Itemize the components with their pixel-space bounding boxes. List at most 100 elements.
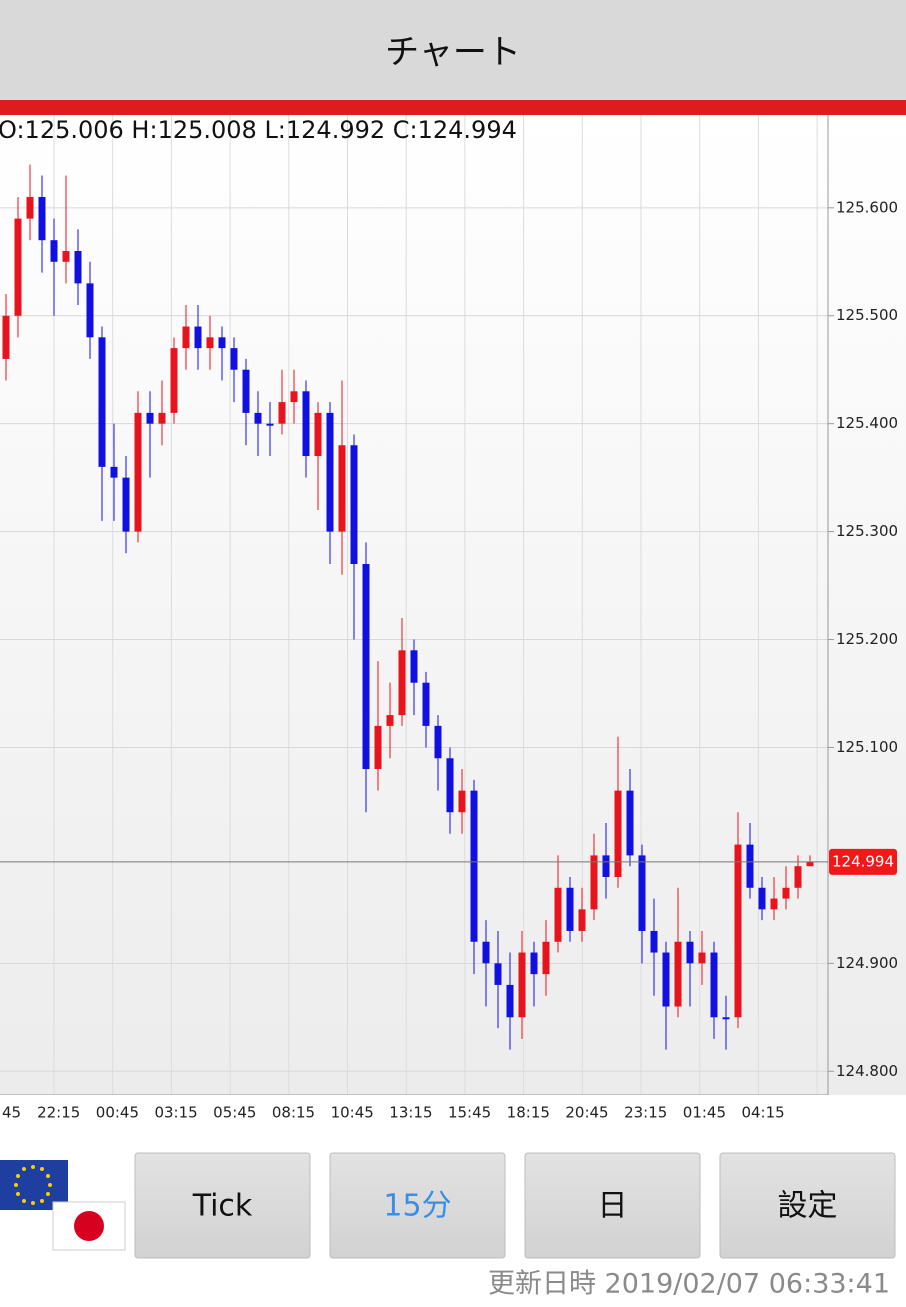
- grid: [0, 115, 828, 1095]
- chart-background: [0, 115, 906, 1095]
- candle-body: [14, 218, 22, 316]
- candle-body: [518, 952, 526, 1018]
- x-tick-label: 23:15: [624, 1104, 667, 1122]
- candle-body: [794, 866, 802, 888]
- candle-body: [326, 412, 334, 532]
- button[interactable]: [134, 1152, 311, 1259]
- jp-flag: [52, 1201, 126, 1251]
- candle-body: [806, 861, 814, 867]
- candle-body: [506, 984, 514, 1018]
- candle-body: [734, 844, 742, 1018]
- candle-body: [314, 412, 322, 457]
- candle-body: [74, 250, 82, 284]
- x-tick-label: 22:15: [37, 1104, 80, 1122]
- candle-body: [266, 423, 274, 426]
- candle-body: [698, 952, 706, 964]
- candle-body: [350, 445, 358, 564]
- y-tick-label: 125.500: [836, 306, 898, 324]
- candle-body: [422, 682, 430, 726]
- candle-body: [710, 952, 718, 1018]
- y-tick-label: 125.100: [836, 738, 898, 756]
- candle-body: [410, 650, 418, 683]
- candle-body: [386, 715, 394, 726]
- candle-body: [566, 887, 574, 931]
- y-tick-label: 125.600: [836, 198, 898, 216]
- header-bar: [0, 0, 906, 100]
- candle-body: [158, 412, 166, 424]
- y-tick-label: 125.300: [836, 522, 898, 540]
- x-tick-label: 20:45: [565, 1104, 608, 1122]
- candle-body: [338, 445, 346, 532]
- candle-body: [398, 650, 406, 716]
- candle-body: [494, 963, 502, 985]
- button-label[interactable]: Tick: [192, 1189, 253, 1224]
- candle-body: [86, 283, 94, 338]
- candle-body: [182, 326, 190, 349]
- candle-body: [302, 391, 310, 457]
- update-time: 更新日時 2019/02/07 06:33:41: [488, 1269, 890, 1300]
- candle-body: [2, 315, 10, 359]
- candle-body: [374, 725, 382, 770]
- candle-body: [230, 348, 238, 370]
- candle-body: [650, 930, 658, 953]
- candle-body: [674, 941, 682, 1007]
- candle-body: [770, 898, 778, 910]
- candle-body: [38, 197, 46, 241]
- candle-body: [146, 412, 154, 424]
- candle-body: [686, 941, 694, 964]
- candles: [2, 164, 814, 1050]
- x-tick-label: 08:15: [272, 1104, 315, 1122]
- candle-body: [62, 250, 70, 262]
- x-tick-label: 00:45: [96, 1104, 139, 1122]
- y-tick-label: 125.200: [836, 630, 898, 648]
- current-price-label: 124.994: [832, 852, 894, 870]
- candle-body: [782, 887, 790, 899]
- candle-body: [614, 790, 622, 877]
- header-title: チャート: [385, 33, 521, 73]
- candle-body: [206, 337, 214, 349]
- x-tick-label: 05:45: [213, 1104, 256, 1122]
- button-label[interactable]: 設定: [778, 1189, 838, 1224]
- candle-body: [290, 391, 298, 403]
- button-label[interactable]: 日: [598, 1189, 628, 1224]
- candle-body: [626, 790, 634, 856]
- y-tick-label: 125.400: [836, 414, 898, 432]
- x-tick-label: 45: [2, 1104, 21, 1122]
- y-tick-label: 124.900: [836, 954, 898, 972]
- x-tick-label: 03:15: [154, 1104, 197, 1122]
- candle-body: [50, 240, 58, 262]
- candle-body: [242, 369, 250, 413]
- candle-body: [722, 1017, 730, 1020]
- current-price-box: [829, 848, 897, 875]
- candle-body: [482, 941, 490, 964]
- button[interactable]: [524, 1152, 701, 1259]
- candle-body: [470, 790, 478, 942]
- x-tick-label: 13:15: [389, 1104, 432, 1122]
- candle-body: [254, 412, 262, 424]
- ohlc-label: O:125.006 H:125.008 L:124.992 C:124.994: [0, 116, 517, 144]
- candle-body: [434, 725, 442, 759]
- candle-body: [662, 952, 670, 1007]
- candle-body: [134, 412, 142, 532]
- candle-body: [578, 909, 586, 931]
- candle-body: [170, 348, 178, 413]
- candle-body: [362, 563, 370, 770]
- candle-body: [278, 402, 286, 424]
- candle-body: [590, 855, 598, 910]
- candle-body: [458, 790, 466, 813]
- candle-body: [758, 887, 766, 910]
- x-tick-label: 10:45: [331, 1104, 374, 1122]
- button[interactable]: [329, 1152, 506, 1259]
- button[interactable]: [719, 1152, 896, 1259]
- candle-body: [218, 337, 226, 349]
- x-tick-label: 15:45: [448, 1104, 491, 1122]
- button-label[interactable]: 15分: [383, 1189, 451, 1224]
- x-tick-label: 18:15: [507, 1104, 550, 1122]
- candle-body: [98, 337, 106, 467]
- candle-body: [122, 477, 130, 532]
- candle-body: [542, 941, 550, 975]
- candle-body: [194, 326, 202, 349]
- x-axis-labels: 45 22:15 00:45 03:15 05:45 08:15 10:45 13:15 15:…: [2, 1104, 785, 1122]
